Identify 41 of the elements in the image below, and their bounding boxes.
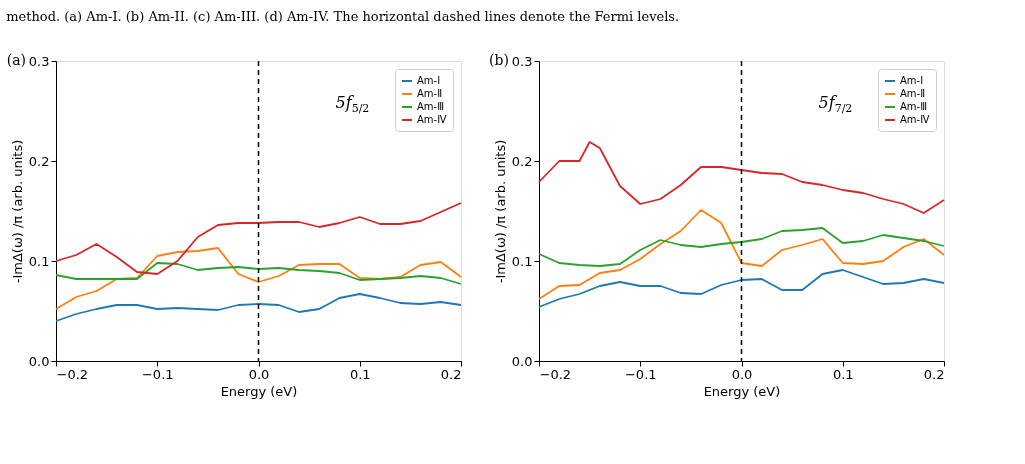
line-series xyxy=(55,202,462,275)
y-tick-label: 0.3 xyxy=(28,53,50,69)
x-axis-title: Energy (eV) xyxy=(703,383,781,399)
line-series xyxy=(538,227,945,267)
legend-label: Am-Ⅳ xyxy=(900,114,931,125)
y-tick-label: 0.0 xyxy=(28,353,50,369)
line-series xyxy=(55,262,462,285)
text: method. (a) Am-I. (b) Am-II. (c) Am-III. (d) Am-IV. The horizontal dashed lines denote the Fermi levels. xyxy=(6,8,680,24)
x-tick-label: −0.1 xyxy=(141,366,174,382)
legend-label: Am-Ⅱ xyxy=(417,88,443,99)
chart-title: (a) xyxy=(6,52,26,68)
legend-label: Am-Ⅳ xyxy=(417,114,448,125)
x-axis-title: Energy (eV) xyxy=(220,383,298,399)
y-axis-title: -ImΔ(ω) /π (arb. units) xyxy=(492,139,508,284)
y-axis-title: -ImΔ(ω) /π (arb. units) xyxy=(9,139,25,284)
y-tick-label: 0.3 xyxy=(511,53,533,69)
line-series xyxy=(538,269,945,308)
line-series xyxy=(55,247,462,310)
line-series xyxy=(538,209,945,300)
legend-label: Am-Ⅲ xyxy=(417,101,445,112)
line-series xyxy=(55,293,462,322)
x-tick-label: 0.1 xyxy=(832,366,854,382)
x-tick-label: 0.2 xyxy=(440,366,462,382)
legend-label: Am-Ⅰ xyxy=(417,75,441,86)
x-tick-label: −0.2 xyxy=(539,366,572,382)
y-tick-label: 0.1 xyxy=(28,253,50,269)
x-tick-label: 0.0 xyxy=(731,366,753,382)
y-tick-label: 0.2 xyxy=(28,153,50,169)
chart-title: (b) xyxy=(489,52,509,68)
x-tick-label: 0.0 xyxy=(248,366,270,382)
x-tick-label: 0.1 xyxy=(349,366,371,382)
legend-label: Am-Ⅱ xyxy=(900,88,926,99)
legend-label: Am-Ⅲ xyxy=(900,101,928,112)
legend-label: Am-Ⅰ xyxy=(900,75,924,86)
line-series xyxy=(538,141,945,214)
y-tick-label: 0.1 xyxy=(511,253,533,269)
y-tick-label: 0.2 xyxy=(511,153,533,169)
x-tick-label: −0.1 xyxy=(624,366,657,382)
x-tick-label: 0.2 xyxy=(923,366,945,382)
x-tick-label: −0.2 xyxy=(56,366,89,382)
y-tick-label: 0.0 xyxy=(511,353,533,369)
